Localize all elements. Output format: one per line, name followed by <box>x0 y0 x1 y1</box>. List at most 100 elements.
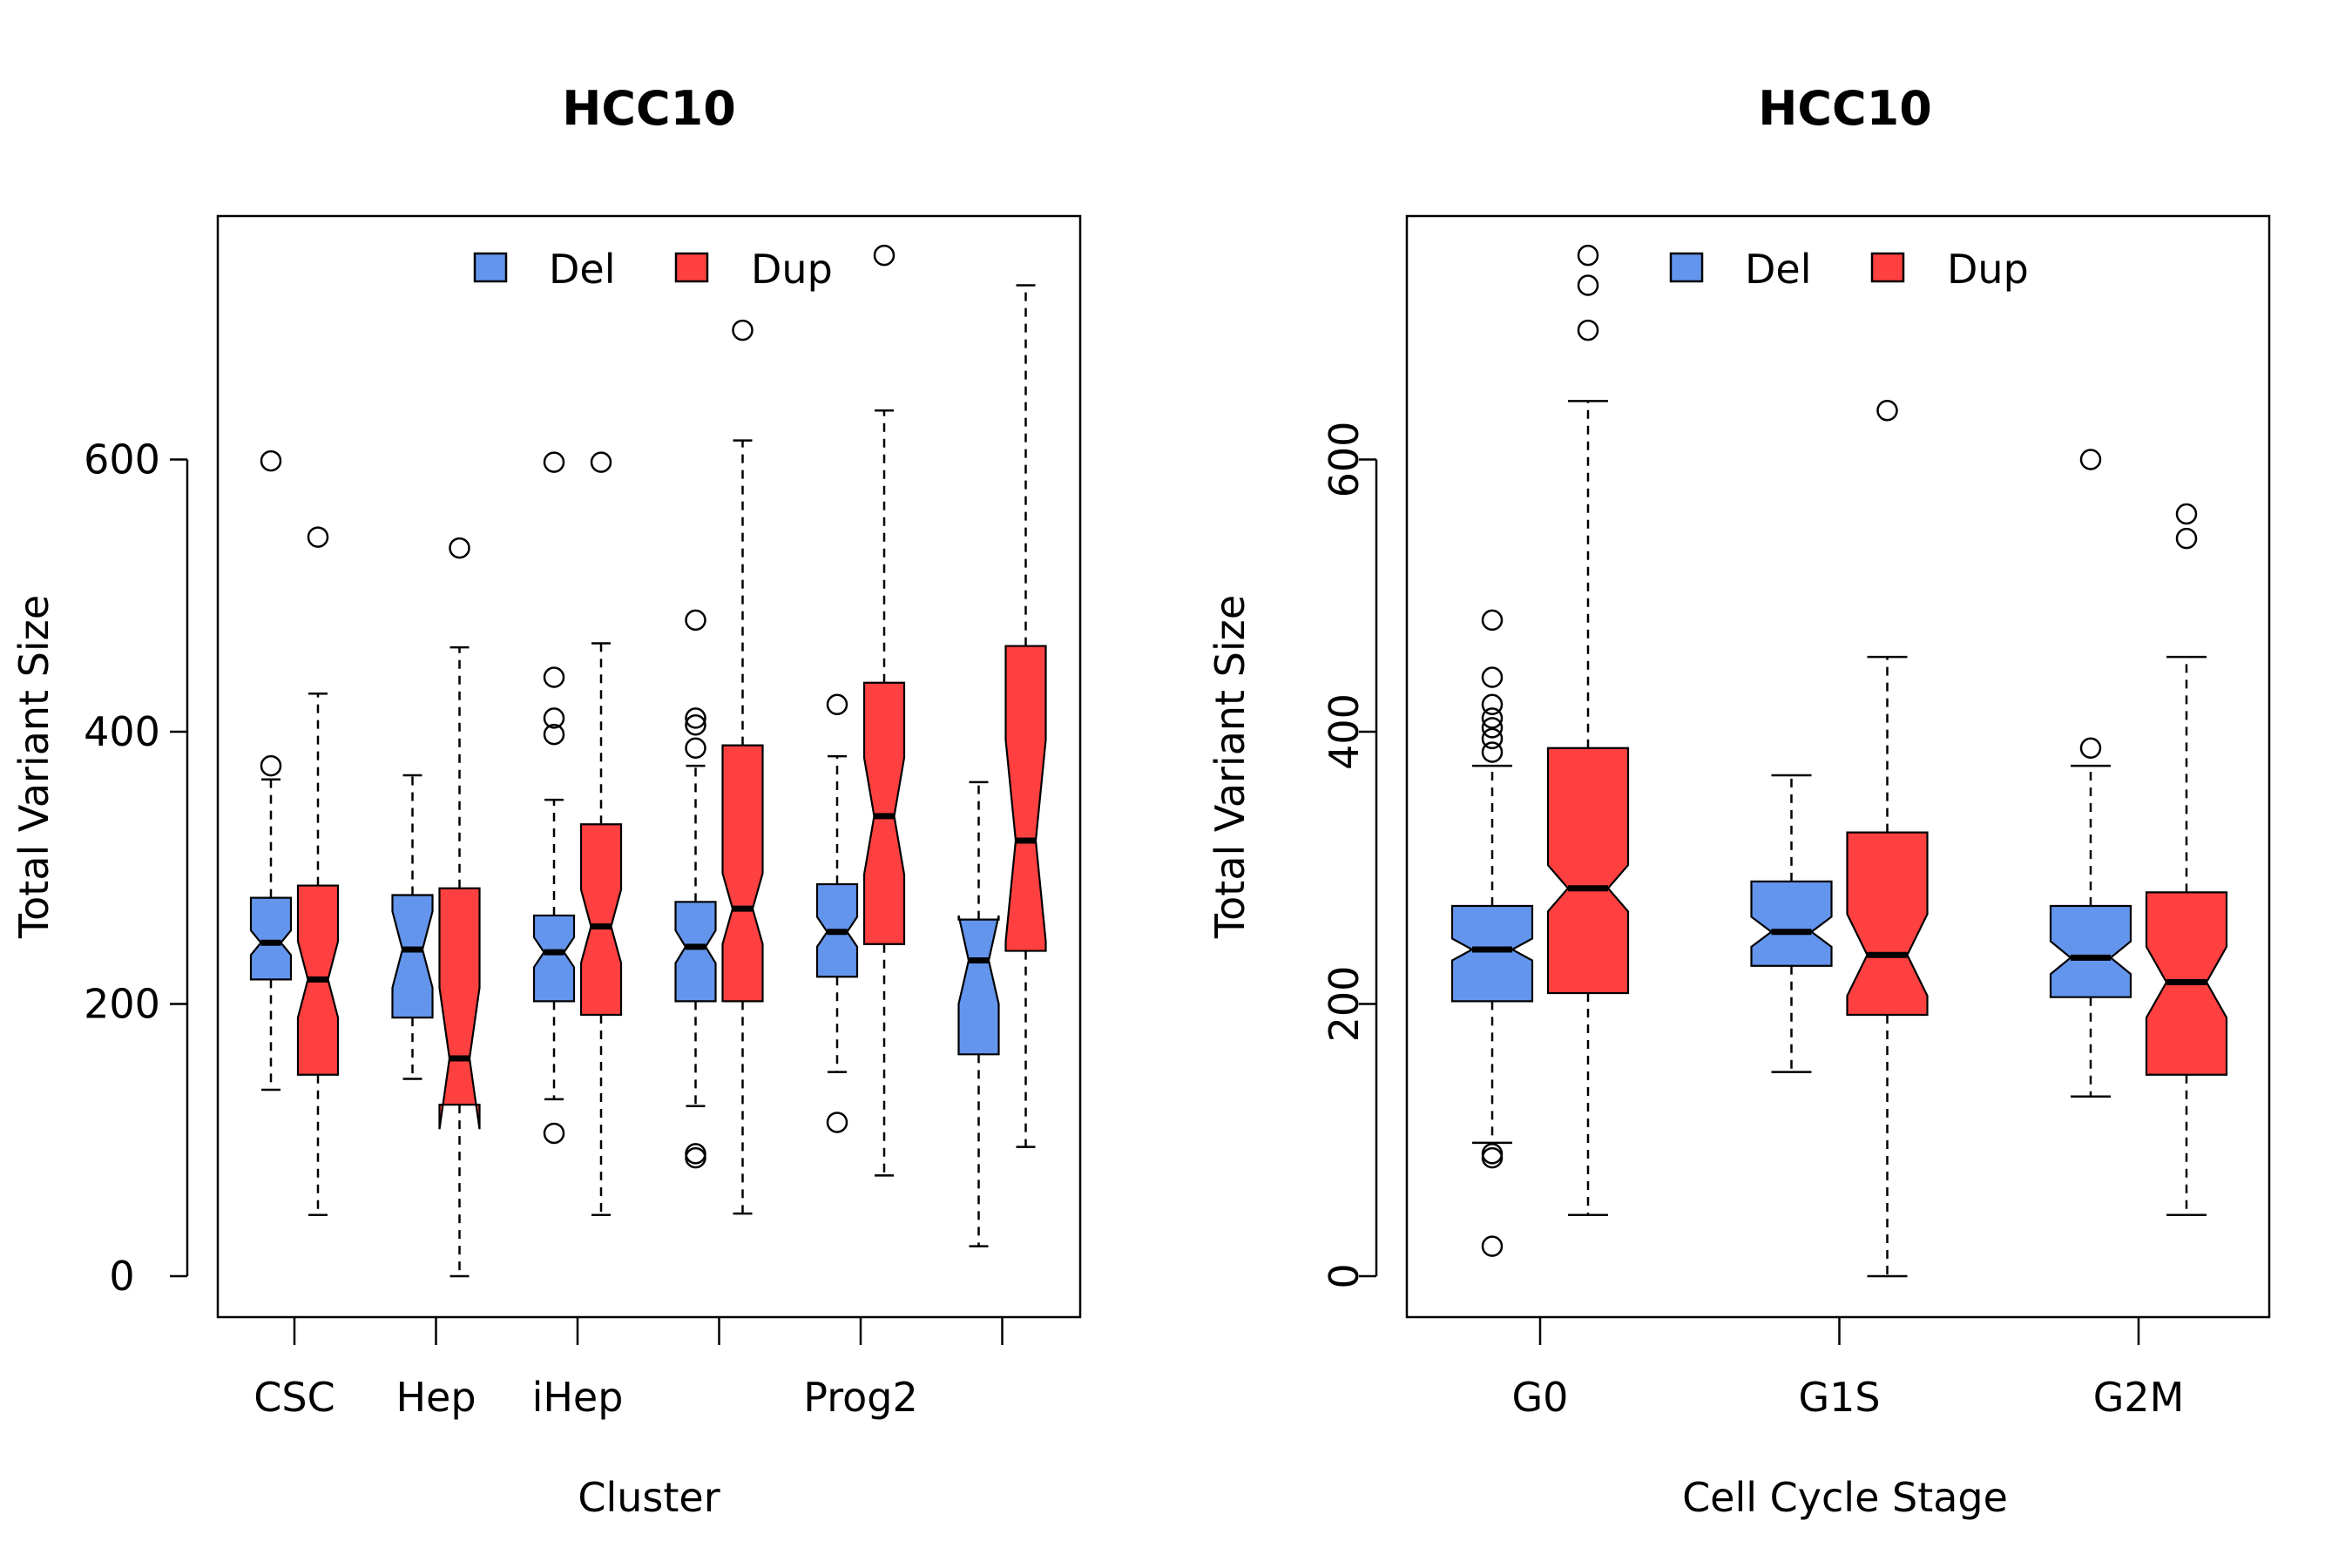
box-body <box>1546 747 1630 995</box>
box-body <box>579 823 623 1017</box>
x-tick-label: Hep <box>395 1374 476 1421</box>
outlier-point <box>826 1112 848 1133</box>
outlier-point <box>685 707 706 729</box>
x-tick-label: Prog2 <box>803 1374 917 1421</box>
x-tick-label: G1S <box>1798 1374 1880 1421</box>
x-tick-label: G0 <box>1512 1374 1569 1421</box>
outlier-point <box>543 666 565 688</box>
legend-label-dup: Dup <box>751 246 833 293</box>
plot-frame <box>216 214 1082 1319</box>
box-body <box>674 901 717 1003</box>
outlier-point <box>2079 737 2102 759</box>
box-body <box>2049 904 2132 998</box>
box-del-0 <box>1450 609 1534 1257</box>
box-body <box>438 887 481 1130</box>
box-dup-1 <box>1846 400 1929 1278</box>
outlier-point <box>1577 244 1599 267</box>
box-body <box>391 894 434 1019</box>
box-dup-3 <box>721 319 764 1215</box>
y-tick-label: 200 <box>1321 966 1368 1043</box>
box-del-1 <box>391 774 434 1080</box>
outlier-point <box>2079 449 2102 470</box>
outlier-point <box>543 451 565 473</box>
y-tick-label: 0 <box>1321 1263 1368 1288</box>
box-del-2 <box>532 451 576 1145</box>
box-dup-2 <box>579 451 623 1216</box>
legend-swatch-del <box>1669 252 1704 283</box>
legend-swatch-dup <box>674 252 709 283</box>
panel-cluster: HCC10 Total Variant Size Cluster Del Dup… <box>10 81 1082 1521</box>
outlier-point <box>1481 727 1504 750</box>
box-dup-2 <box>2145 503 2228 1216</box>
legend-swatch-del <box>473 252 508 283</box>
outlier-point <box>307 526 329 548</box>
y-tick-label: 200 <box>84 981 160 1028</box>
box-body <box>721 744 764 1003</box>
x-tick-label: G2M <box>2093 1374 2185 1421</box>
y-tick-label: 400 <box>84 708 160 755</box>
outlier-point <box>1577 319 1599 341</box>
plot-area: 0 200 400 600 CSC Hep iHep Prog2 <box>84 214 1082 1421</box>
box-del-5 <box>957 781 1000 1247</box>
box-dup-4 <box>862 244 906 1177</box>
box-body <box>532 914 576 1003</box>
outlier-point <box>826 693 848 715</box>
panel-cell-cycle: HCC10 Total Variant Size Cell Cycle Stag… <box>1206 81 2271 1521</box>
outlier-point <box>685 737 706 759</box>
outlier-point <box>543 1122 565 1145</box>
outlier-point <box>1481 1143 1504 1165</box>
y-axis-label: Total Variant Size <box>10 595 57 939</box>
legend-label-dup: Dup <box>1947 246 2029 293</box>
outlier-point <box>543 707 565 729</box>
outlier-point <box>2175 527 2198 550</box>
outlier-point <box>1481 741 1504 763</box>
outlier-point <box>685 609 706 632</box>
outlier-point <box>260 754 282 777</box>
legend: Del Dup <box>473 246 833 293</box>
outlier-point <box>685 1143 706 1165</box>
box-del-0 <box>249 449 293 1092</box>
box-del-2 <box>2049 449 2132 1098</box>
plot-frame <box>1405 214 2271 1319</box>
outlier-point <box>2175 503 2198 525</box>
legend-swatch-dup <box>1870 252 1905 283</box>
outlier-point <box>1481 666 1504 688</box>
outlier-point <box>732 319 754 341</box>
outlier-point <box>449 537 470 559</box>
y-tick-label: 600 <box>1321 422 1368 498</box>
y-tick-label: 0 <box>109 1253 134 1300</box>
x-axis-label: Cell Cycle Stage <box>1682 1474 2008 1521</box>
box-del-4 <box>815 693 859 1133</box>
box-del-1 <box>1750 774 1833 1073</box>
outlier-point <box>1481 717 1504 739</box>
outlier-point <box>1481 693 1504 715</box>
outlier-point <box>543 723 565 746</box>
box-dup-1 <box>438 537 481 1278</box>
outlier-point <box>1481 707 1504 729</box>
box-body <box>1846 831 1929 1017</box>
y-tick-label: 400 <box>1321 693 1368 770</box>
chart-title: HCC10 <box>1758 81 1932 136</box>
legend: Del Dup <box>1669 246 2029 293</box>
outlier-point <box>1876 400 1898 422</box>
outlier-point <box>1577 274 1599 296</box>
box-body <box>1450 904 1534 1003</box>
outlier-point <box>260 449 282 472</box>
y-tick-label: 600 <box>84 436 160 483</box>
chart-title: HCC10 <box>562 81 736 136</box>
box-dup-0 <box>1546 244 1630 1216</box>
box-del-3 <box>674 609 717 1169</box>
x-tick-label: iHep <box>532 1374 624 1421</box>
x-tick-label: CSC <box>253 1374 335 1421</box>
box-body <box>957 915 1000 1056</box>
outlier-point <box>685 713 706 736</box>
x-axis-label: Cluster <box>578 1474 720 1521</box>
outlier-point <box>1481 609 1504 632</box>
y-axis-label: Total Variant Size <box>1206 595 1254 939</box>
box-dup-5 <box>1004 284 1047 1148</box>
box-body <box>1004 645 1047 952</box>
box-body <box>1750 880 1833 967</box>
outlier-point <box>1481 1235 1504 1257</box>
box-dup-0 <box>296 526 340 1216</box>
